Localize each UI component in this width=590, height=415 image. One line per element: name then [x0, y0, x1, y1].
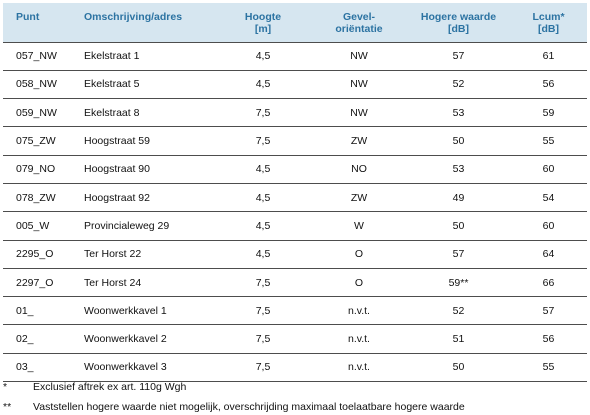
cell-orientatie: O — [311, 268, 407, 298]
cell-punt: 005_W — [3, 211, 75, 241]
footnote-exclusief: * Exclusief aftrek ex art. 110g Wgh — [3, 381, 186, 393]
cell-lcum: 56 — [510, 70, 587, 100]
cell-hoogte: 4,5 — [215, 42, 311, 71]
cell-hoogte: 7,5 — [215, 268, 311, 298]
cell-punt: 02_ — [3, 324, 75, 354]
cell-orientatie: n.v.t. — [311, 353, 407, 383]
cell-adres: Ekelstraat 5 — [75, 70, 215, 100]
cell-orientatie: NW — [311, 42, 407, 71]
cell-lcum: 64 — [510, 240, 587, 269]
header-gevelorientatie: Gevel-oriëntatie — [311, 3, 407, 43]
cell-hogere-waarde: 59** — [407, 268, 510, 298]
cell-orientatie: ZW — [311, 126, 407, 156]
cell-orientatie: ZW — [311, 183, 407, 213]
cell-hoogte: 7,5 — [215, 98, 311, 128]
cell-punt: 03_ — [3, 353, 75, 383]
table-row: 01_ Woonwerkkavel 1 7,5 n.v.t. 52 57 — [3, 296, 587, 326]
cell-hogere-waarde: 50 — [407, 126, 510, 156]
footnote-vaststellen: ** Vaststellen hogere waarde niet mogelij… — [3, 401, 465, 413]
cell-orientatie: W — [311, 211, 407, 241]
noise-values-table: Punt Omschrijving/adres Hoogte [m] Gevel-… — [3, 3, 587, 383]
table-row: 057_NW Ekelstraat 1 4,5 NW 57 61 — [3, 42, 587, 71]
cell-hoogte: 4,5 — [215, 70, 311, 100]
header-punt: Punt — [3, 3, 75, 43]
cell-punt: 01_ — [3, 296, 75, 326]
footnote-mark: * — [3, 381, 8, 393]
cell-adres: Ter Horst 22 — [75, 240, 215, 269]
cell-hogere-waarde: 51 — [407, 324, 510, 354]
cell-orientatie: NW — [311, 70, 407, 100]
cell-adres: Ekelstraat 8 — [75, 98, 215, 128]
cell-lcum: 59 — [510, 98, 587, 128]
cell-lcum: 55 — [510, 353, 587, 383]
cell-adres: Provincialeweg 29 — [75, 211, 215, 241]
table-row: 059_NW Ekelstraat 8 7,5 NW 53 59 — [3, 98, 587, 128]
cell-hogere-waarde: 49 — [407, 183, 510, 213]
cell-hoogte: 4,5 — [215, 183, 311, 213]
cell-hogere-waarde: 50 — [407, 211, 510, 241]
cell-adres: Ter Horst 24 — [75, 268, 215, 298]
cell-orientatie: n.v.t. — [311, 324, 407, 354]
cell-hogere-waarde: 52 — [407, 296, 510, 326]
cell-hogere-waarde: 53 — [407, 155, 510, 184]
cell-orientatie: NO — [311, 155, 407, 184]
table-row: 058_NW Ekelstraat 5 4,5 NW 52 56 — [3, 70, 587, 100]
footnote-text: Exclusief aftrek ex art. 110g Wgh — [33, 381, 187, 393]
table-row: 2295_O Ter Horst 22 4,5 O 57 64 — [3, 240, 587, 269]
header-lcum: Lcum* [dB] — [510, 3, 587, 43]
cell-punt: 2297_O — [3, 268, 75, 298]
table-row: 075_ZW Hoogstraat 59 7,5 ZW 50 55 — [3, 126, 587, 156]
footnote-mark: ** — [3, 401, 12, 413]
cell-hoogte: 4,5 — [215, 211, 311, 241]
cell-punt: 079_NO — [3, 155, 75, 184]
header-hoogte: Hoogte [m] — [215, 3, 311, 43]
cell-hoogte: 7,5 — [215, 353, 311, 383]
cell-lcum: 60 — [510, 155, 587, 184]
cell-adres: Hoogstraat 92 — [75, 183, 215, 213]
cell-adres: Hoogstraat 59 — [75, 126, 215, 156]
cell-lcum: 66 — [510, 268, 587, 298]
table-row: 079_NO Hoogstraat 90 4,5 NO 53 60 — [3, 155, 587, 184]
cell-hoogte: 7,5 — [215, 126, 311, 156]
footnote-text: Vaststellen hogere waarde niet mogelijk,… — [33, 401, 465, 413]
cell-hogere-waarde: 52 — [407, 70, 510, 100]
table-row: 078_ZW Hoogstraat 92 4,5 ZW 49 54 — [3, 183, 587, 213]
header-omschrijving: Omschrijving/adres — [75, 3, 215, 43]
cell-lcum: 56 — [510, 324, 587, 354]
table-row: 2297_O Ter Horst 24 7,5 O 59** 66 — [3, 268, 587, 298]
table-header-row: Punt Omschrijving/adres Hoogte [m] Gevel-… — [3, 3, 587, 43]
cell-adres: Hoogstraat 90 — [75, 155, 215, 184]
cell-hoogte: 7,5 — [215, 296, 311, 326]
cell-adres: Woonwerkkavel 3 — [75, 353, 215, 383]
table-row: 02_ Woonwerkkavel 2 7,5 n.v.t. 51 56 — [3, 324, 587, 354]
cell-orientatie: n.v.t. — [311, 296, 407, 326]
cell-adres: Ekelstraat 1 — [75, 42, 215, 71]
cell-adres: Woonwerkkavel 1 — [75, 296, 215, 326]
cell-hogere-waarde: 57 — [407, 42, 510, 71]
cell-hogere-waarde: 53 — [407, 98, 510, 128]
cell-punt: 2295_O — [3, 240, 75, 269]
cell-lcum: 55 — [510, 126, 587, 156]
cell-hoogte: 4,5 — [215, 155, 311, 184]
cell-lcum: 61 — [510, 42, 587, 71]
cell-punt: 075_ZW — [3, 126, 75, 156]
cell-punt: 057_NW — [3, 42, 75, 71]
table-row: 005_W Provincialeweg 29 4,5 W 50 60 — [3, 211, 587, 241]
cell-punt: 058_NW — [3, 70, 75, 100]
cell-orientatie: NW — [311, 98, 407, 128]
cell-hoogte: 7,5 — [215, 324, 311, 354]
cell-hogere-waarde: 50 — [407, 353, 510, 383]
table-row: 03_ Woonwerkkavel 3 7,5 n.v.t. 50 55 — [3, 353, 587, 383]
header-hogere-waarde: Hogere waarde [dB] — [407, 3, 510, 43]
cell-lcum: 57 — [510, 296, 587, 326]
cell-hogere-waarde: 57 — [407, 240, 510, 269]
cell-punt: 078_ZW — [3, 183, 75, 213]
cell-punt: 059_NW — [3, 98, 75, 128]
cell-hoogte: 4,5 — [215, 240, 311, 269]
cell-lcum: 60 — [510, 211, 587, 241]
cell-lcum: 54 — [510, 183, 587, 213]
cell-adres: Woonwerkkavel 2 — [75, 324, 215, 354]
cell-orientatie: O — [311, 240, 407, 269]
